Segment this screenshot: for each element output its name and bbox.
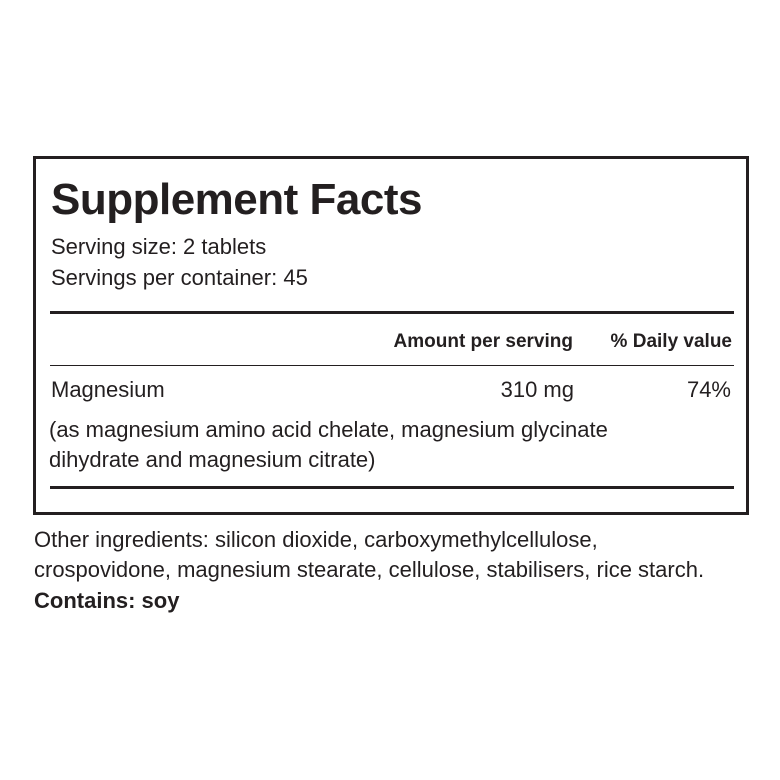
servings-per-container: Servings per container: 45 xyxy=(51,265,308,290)
nutrient-name: Magnesium xyxy=(51,377,165,402)
allergen-statement: Contains: soy xyxy=(34,588,180,613)
serving-size: Serving size: 2 tablets xyxy=(51,234,267,259)
nutrient-note: dihydrate and magnesium citrate) xyxy=(49,447,376,472)
thick-divider xyxy=(50,486,734,489)
panel-title: Supplement Facts xyxy=(51,175,422,224)
thin-divider xyxy=(50,365,734,366)
amount-header: Amount per serving xyxy=(393,331,573,352)
nutrient-amount: 310 mg xyxy=(500,377,574,402)
daily-value-header: % Daily value xyxy=(610,331,732,352)
nutrient-note: (as magnesium amino acid chelate, magnes… xyxy=(49,417,608,442)
nutrient-daily-value: 74% xyxy=(686,377,731,402)
thick-divider xyxy=(50,311,734,314)
other-ingredients: crospovidone, magnesium stearate, cellul… xyxy=(34,557,705,582)
other-ingredients: Other ingredients: silicon dioxide, carb… xyxy=(34,527,598,552)
supplement-facts-panel xyxy=(33,156,749,515)
